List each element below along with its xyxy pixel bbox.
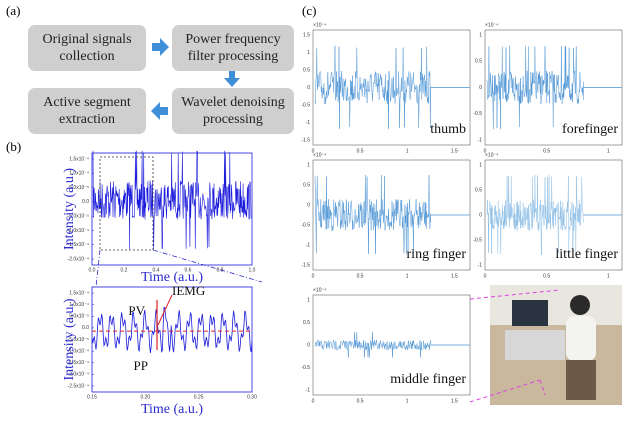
step-text: filter processing	[188, 49, 279, 64]
step-text: processing	[203, 112, 263, 127]
y-tick-label: -1.5	[301, 262, 310, 268]
panel-label: (c)	[302, 3, 316, 18]
y-tick-label: 0.5	[303, 182, 310, 188]
y-tick-label: -1	[306, 387, 311, 393]
y-tick-label: 0	[307, 202, 310, 208]
axis-exponent: ×10⁻⁴	[485, 22, 498, 28]
y-tick-label: -1	[478, 262, 483, 268]
y-tick-label: 0.5	[475, 187, 482, 193]
x-tick-label: 0.30	[247, 394, 257, 400]
x-tick-label: 1.5	[451, 148, 458, 154]
x-tick-label: 0.5	[357, 273, 364, 279]
x-tick-label: 0.2	[121, 267, 128, 273]
annotation: IEMG	[172, 283, 205, 298]
step-text: Power frequency	[185, 32, 280, 47]
x-tick-label: 1	[406, 398, 409, 404]
y-tick-label: 0.0	[82, 199, 89, 205]
axis-exponent: ×10⁻⁴	[313, 287, 326, 293]
step-text: collection	[59, 49, 114, 64]
y-tick-label: -0.5	[301, 365, 310, 371]
x-tick-label: 0.5	[357, 398, 364, 404]
y-tick-label: 0.5	[475, 59, 482, 65]
photo-head	[570, 295, 590, 315]
y-tick-label: -2.5x10⁻⁴	[68, 383, 89, 389]
photo-wall	[490, 285, 622, 325]
x-tick-label: 1	[406, 148, 409, 154]
axis-exponent: ×10⁻⁴	[485, 152, 498, 158]
photo	[470, 285, 622, 405]
y-tick-label: 0	[307, 342, 310, 348]
x-tick-label: 1.5	[451, 398, 458, 404]
x-tick-label: 0.5	[543, 273, 550, 279]
axis-exponent: ×10⁻⁴	[313, 152, 326, 158]
x-tick-label: 1	[607, 148, 610, 154]
y-tick-label: -1	[478, 137, 483, 143]
annotation: PP	[134, 358, 148, 373]
y-tick-label: 1	[307, 297, 310, 303]
finger-name: little finger	[555, 247, 618, 262]
panel-label: (b)	[6, 139, 21, 154]
y-tick-label: -1	[306, 120, 311, 126]
y-tick-label: 0	[479, 85, 482, 91]
y-tick-label: 1	[307, 50, 310, 56]
photo-chair	[566, 360, 596, 400]
x-tick-label: 0.15	[87, 394, 97, 400]
annotation: PV	[128, 303, 145, 318]
y-tick-label: 1.5x10⁻⁴	[69, 156, 89, 162]
figure: (a) (b) (c) Original signals collection Power…	[0, 0, 627, 424]
finger-name: middle finger	[390, 372, 466, 387]
y-tick-label: 0.0	[82, 325, 89, 331]
x-tick-label: 0.20	[140, 394, 150, 400]
photo-device	[505, 330, 565, 360]
x-tick-label: 1.0	[249, 267, 256, 273]
x-tick-label: 0.25	[194, 394, 204, 400]
x-tick-label: 0.5	[543, 148, 550, 154]
y-tick-label: -0.5	[301, 222, 310, 228]
y-tick-label: 1	[479, 162, 482, 168]
y-tick-label: 1.5	[303, 32, 310, 38]
axis-label: Time (a.u.)	[141, 402, 203, 417]
x-tick-label: 1	[406, 273, 409, 279]
y-tick-label: 1.5x10⁻⁴	[69, 290, 89, 296]
y-tick-label: -0.5	[473, 111, 482, 117]
y-tick-label: 0.5	[303, 320, 310, 326]
y-tick-label: 0	[307, 85, 310, 91]
x-tick-label: 1.5	[451, 273, 458, 279]
finger-name: forefinger	[562, 122, 618, 137]
x-tick-label: 0.5	[357, 148, 364, 154]
x-tick-label: 0	[312, 273, 315, 279]
axis-label: Intensity (a.u.)	[62, 298, 77, 380]
y-tick-label: -0.5	[301, 102, 310, 108]
step-text: Active segment	[43, 95, 131, 110]
x-tick-label: 0.0	[89, 267, 96, 273]
finger-name: thumb	[430, 122, 466, 137]
y-tick-label: 0	[479, 212, 482, 218]
y-tick-label: 1	[479, 32, 482, 38]
y-tick-label: -2.0x10⁻⁴	[68, 256, 89, 262]
finger-name: ring finger	[407, 247, 467, 262]
photo-monitor	[512, 300, 548, 326]
y-tick-label: -0.5	[473, 237, 482, 243]
y-tick-label: 1	[307, 162, 310, 168]
x-tick-label: 0	[312, 398, 315, 404]
y-tick-label: 0.5	[303, 67, 310, 73]
step-text: Wavelet denoising	[181, 95, 284, 110]
axis-exponent: ×10⁻⁴	[313, 22, 326, 28]
y-tick-label: -1	[306, 242, 311, 248]
y-tick-label: -1.5	[301, 137, 310, 143]
x-tick-label: 1	[607, 273, 610, 279]
axis-label: Intensity (a.u.)	[62, 168, 77, 250]
photo-body	[566, 316, 596, 361]
step-text: extraction	[59, 112, 115, 127]
step-text: Original signals	[42, 32, 131, 47]
x-tick-label: 0	[484, 273, 487, 279]
panel-label: (a)	[6, 3, 20, 18]
